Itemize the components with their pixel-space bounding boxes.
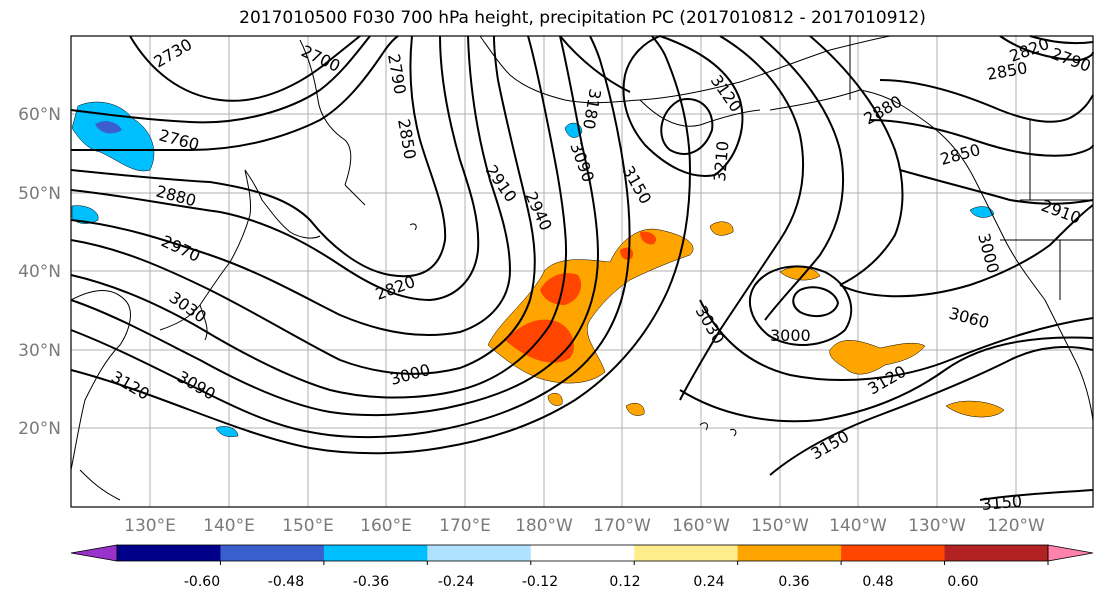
colorbar-tick-label: 0.36 xyxy=(778,574,809,590)
colorbar-tick-label: -0.12 xyxy=(522,574,558,590)
colorbar-tick-label: 0.60 xyxy=(947,574,978,590)
colorbar-segment xyxy=(634,545,739,561)
colorbar-extension-high xyxy=(1047,544,1094,562)
lat-label-40n: 40°N xyxy=(18,262,61,282)
lat-label-20n: 20°N xyxy=(18,419,61,439)
lon-label: 170°W xyxy=(593,516,651,536)
lon-label: 150°W xyxy=(751,516,809,536)
colorbar-tick-labels: -0.60 -0.48 -0.36 -0.24 -0.12 0.12 0.24 … xyxy=(184,574,979,590)
lon-label: 160°W xyxy=(672,516,730,536)
colorbar-segment xyxy=(427,545,532,561)
contour-label: 3000 xyxy=(770,326,811,345)
lon-label: 160°E xyxy=(360,516,412,536)
colorbar-tick-label: -0.36 xyxy=(353,574,389,590)
plot-area: 2730 2700 2790 2760 2850 2880 2970 3030 … xyxy=(70,34,1094,514)
precip-negative-shading xyxy=(71,101,995,437)
colorbar-segment xyxy=(220,545,325,561)
colorbar-segments xyxy=(70,544,1094,562)
lon-label: 120°W xyxy=(987,516,1045,536)
colorbar-segment xyxy=(530,545,635,561)
lon-label: 170°E xyxy=(439,516,491,536)
lat-label-50n: 50°N xyxy=(18,184,61,204)
gridlines xyxy=(71,36,1093,507)
contour-label: 3150 xyxy=(981,492,1023,514)
lon-label: 140°E xyxy=(203,516,255,536)
colorbar-tick-label: -0.48 xyxy=(268,574,304,590)
colorbar-tick-label: -0.24 xyxy=(438,574,474,590)
colorbar-ticks xyxy=(219,561,1049,565)
lon-label: 180°W xyxy=(515,516,573,536)
plot-frame xyxy=(70,35,1094,508)
map-title: 2017010500 F030 700 hPa height, precipit… xyxy=(239,8,926,28)
lon-label: 140°W xyxy=(829,516,887,536)
lat-label-60n: 60°N xyxy=(18,105,61,125)
colorbar-segment xyxy=(841,545,946,561)
height-contours xyxy=(70,35,1094,501)
colorbar-segment xyxy=(944,545,1049,561)
colorbar-tick-label: -0.60 xyxy=(184,574,220,590)
colorbar-extension-low xyxy=(70,544,118,562)
lon-label: 150°E xyxy=(282,516,334,536)
colorbar-frame xyxy=(116,544,1049,562)
latitude-labels: 60°N 50°N 40°N 30°N 20°N xyxy=(18,105,61,439)
colorbar-tick-label: 0.12 xyxy=(609,574,640,590)
colorbar-segment xyxy=(323,545,428,561)
contour-label: 3210 xyxy=(710,140,732,182)
longitude-labels: 130°E 140°E 150°E 160°E 170°E 180°W 170°… xyxy=(124,516,1045,536)
colorbar-tick-label: 0.48 xyxy=(862,574,893,590)
colorbar-segment xyxy=(737,545,842,561)
lat-label-30n: 30°N xyxy=(18,341,61,361)
colorbar-tick-label: 0.24 xyxy=(693,574,724,590)
colorbar-segment xyxy=(117,545,221,561)
lon-label: 130°E xyxy=(124,516,176,536)
colorbar: -0.60 -0.48 -0.36 -0.24 -0.12 0.12 0.24 … xyxy=(70,544,1094,590)
lon-label: 130°W xyxy=(908,516,966,536)
